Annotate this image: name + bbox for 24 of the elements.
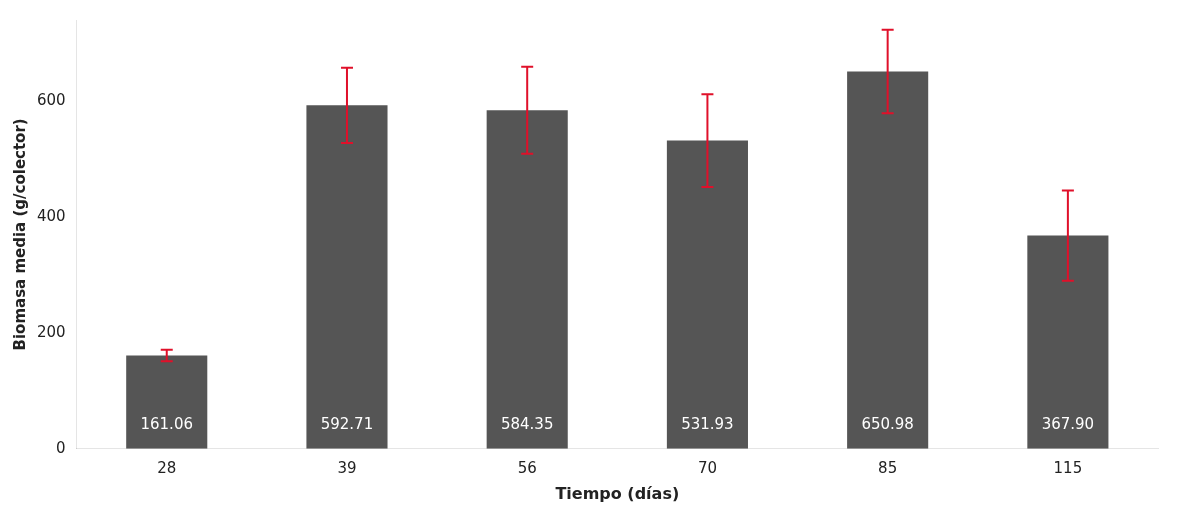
x-tick-label: 28 bbox=[157, 458, 177, 477]
data-label: 592.71 bbox=[320, 414, 374, 433]
bar bbox=[306, 105, 388, 449]
y-axis-title: Biomasa media (g/colector) bbox=[10, 118, 29, 351]
x-tick-label: 85 bbox=[878, 458, 898, 477]
x-axis-title: Tiempo (días) bbox=[555, 483, 680, 503]
bar bbox=[486, 110, 568, 449]
x-tick-label: 115 bbox=[1053, 458, 1083, 477]
data-label: 531.93 bbox=[681, 414, 734, 433]
x-tick-label: 39 bbox=[337, 458, 357, 477]
bar bbox=[847, 71, 929, 449]
y-tick-label: 200 bbox=[36, 322, 66, 341]
data-label: 584.35 bbox=[500, 414, 554, 433]
bar bbox=[666, 140, 748, 449]
x-tick-label: 56 bbox=[517, 458, 537, 477]
data-label: 161.06 bbox=[140, 414, 193, 433]
bar bbox=[126, 355, 208, 449]
data-label: 367.90 bbox=[1041, 414, 1095, 433]
bar bbox=[1027, 235, 1109, 449]
y-tick-label: 0 bbox=[56, 438, 66, 457]
y-tick-label: 600 bbox=[36, 91, 66, 110]
x-tick-label: 70 bbox=[697, 458, 717, 477]
y-tick-label: 400 bbox=[36, 206, 66, 225]
data-label: 650.98 bbox=[861, 414, 914, 433]
